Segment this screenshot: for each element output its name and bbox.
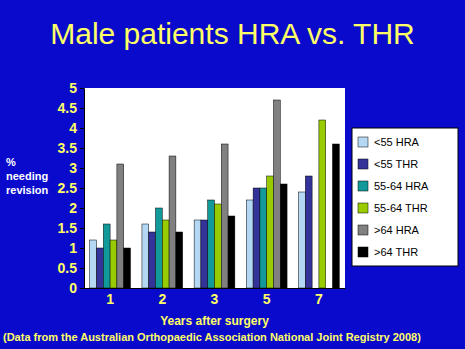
tick: 7 [315,288,323,307]
tick: 0 [69,280,84,296]
tick-label: 3 [211,291,219,307]
tick-mark [80,228,84,229]
bar [142,224,149,288]
legend-swatch [358,203,368,213]
legend-swatch [358,159,368,169]
bar [124,248,131,288]
tick: 0.5 [58,260,84,276]
bar [246,200,253,288]
axis-line [85,288,346,289]
bar [319,120,326,288]
bar [162,220,169,288]
bar [253,188,260,288]
axis-line [80,89,85,289]
tick-mark [80,128,84,129]
bar [169,156,176,288]
tick: 5 [263,288,271,307]
tick-mark [80,108,84,109]
bar [149,232,156,288]
tick-mark [80,168,84,169]
bar [273,100,280,288]
tick-label: 2 [158,291,166,307]
y-axis: 0 0.5 1 1.5 2 2.5 3 3.5 4 4.5 5 [58,80,85,296]
bar [332,144,339,288]
bar [267,176,274,288]
bar [299,192,306,288]
legend-swatch [358,181,368,191]
bar [260,188,267,288]
bar [215,204,222,288]
tick-label: 1 [106,291,114,307]
tick: 4 [69,120,84,136]
tick: 3.5 [58,140,84,156]
bar [208,200,215,288]
plot: 0 0.5 1 1.5 2 2.5 3 3.5 4 4.5 5 1 2 3 5 7 [58,80,346,307]
tick-label: 0.5 [58,260,78,276]
tick: 2 [158,288,166,307]
bar [117,164,124,288]
tick: 4.5 [58,100,84,116]
bar [110,240,117,288]
tick: 1 [106,288,114,307]
bar [97,248,104,288]
tick-label: 3.5 [58,140,78,156]
legend-label: <55 HRA [374,136,420,148]
bar [280,184,287,288]
bar [194,220,201,288]
tick: 5 [69,80,84,96]
tick-label: 3 [69,160,77,176]
chart: Male patients HRA vs. THR 0 0.5 1 1.5 2 2.5 3 3.… [0,0,465,349]
tick-mark [80,188,84,189]
title: Male patients HRA vs. THR [50,17,415,50]
bar [156,208,163,288]
tick-mark [80,208,84,209]
tick: 2 [69,200,84,216]
bar [103,224,110,288]
x-axis-title: Years after surgery [160,314,269,328]
tick-label: 5 [69,80,77,96]
bar [221,144,228,288]
y-axis-title: %needingrevision [6,156,48,196]
legend-swatch [358,225,368,235]
legend-label: <55 THR [374,158,418,170]
background [0,0,465,349]
legend-label: 55-64 THR [374,202,428,214]
tick-mark [80,88,84,89]
tick-mark [80,248,84,249]
bar [201,220,208,288]
tick: 3 [69,160,84,176]
bar [228,216,235,288]
bars [90,100,340,288]
tick-label: 1.5 [58,220,78,236]
tick-mark [80,268,84,269]
legend: <55 HRA <55 THR 55-64 HRA 55-64 THR >64 HRA >… [352,128,458,266]
x-axis: 1 2 3 5 7 [85,288,346,307]
bar [176,232,183,288]
tick: 1 [69,240,84,256]
plot-area [84,88,345,288]
tick-label: 0 [69,280,77,296]
tick-label: 4 [69,120,77,136]
tick-mark [80,148,84,149]
legend-label: >64 HRA [374,224,420,236]
source-note: (Data from the Australian Orthopaedic As… [3,331,421,343]
bar [90,240,97,288]
tick-label: 7 [315,291,323,307]
tick: 2.5 [58,180,84,196]
legend-swatch [358,137,368,147]
tick-label: 4.5 [58,100,78,116]
bar [305,176,312,288]
tick-label: 5 [263,291,271,307]
tick-label: 2.5 [58,180,78,196]
tick-label: 1 [69,240,77,256]
legend-label: >64 THR [374,246,418,258]
legend-box [352,128,458,266]
tick: 1.5 [58,220,84,236]
tick-label: 2 [69,200,77,216]
tick: 3 [211,288,219,307]
tick-mark [80,288,84,289]
legend-swatch [358,247,368,257]
legend-label: 55-64 HRA [374,180,429,192]
